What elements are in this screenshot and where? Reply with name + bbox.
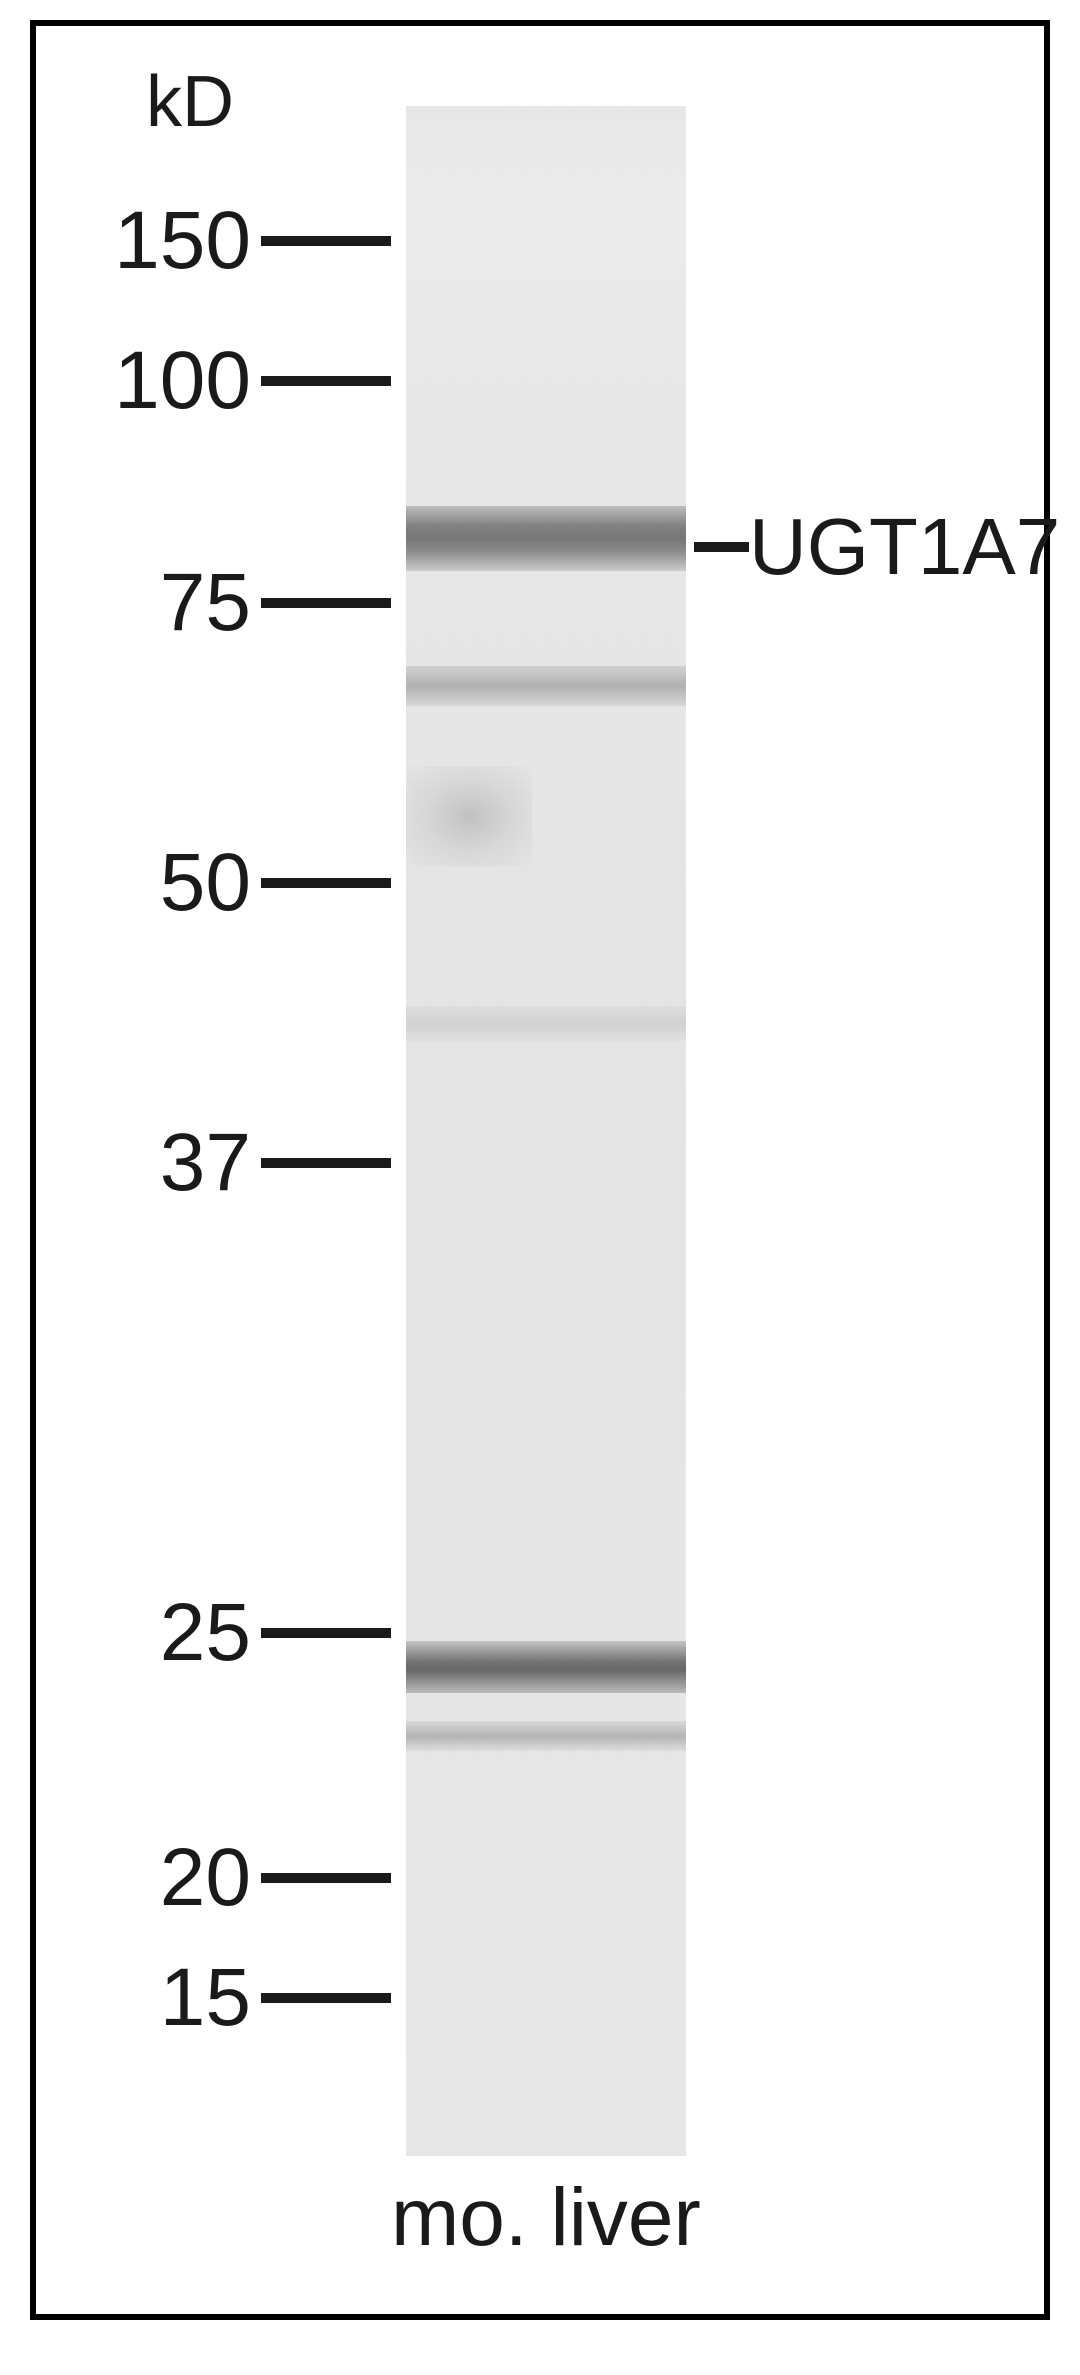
marker-tick-37: [261, 1158, 391, 1168]
marker-value-150: 150: [106, 194, 251, 288]
protein-label-group: UGT1A7: [694, 501, 1060, 593]
marker-value-15: 15: [106, 1951, 251, 2045]
marker-tick-50: [261, 878, 391, 888]
marker-row-75: 75: [106, 556, 391, 650]
marker-row-50: 50: [106, 836, 391, 930]
marker-value-37: 37: [106, 1116, 251, 1210]
band-ugt1a7-main: [406, 506, 686, 571]
band-smudge-48kd: [406, 766, 532, 866]
marker-row-100: 100: [106, 334, 391, 428]
marker-tick-20: [261, 1873, 391, 1883]
marker-tick-150: [261, 236, 391, 246]
marker-tick-100: [261, 376, 391, 386]
band-secondary-55kd: [406, 666, 686, 706]
gel-lane: [406, 106, 686, 2156]
marker-value-75: 75: [106, 556, 251, 650]
band-24kd: [406, 1641, 686, 1693]
marker-value-20: 20: [106, 1831, 251, 1925]
marker-value-25: 25: [106, 1586, 251, 1680]
sample-label: mo. liver: [391, 2171, 701, 2265]
unit-label: kD: [146, 61, 234, 143]
marker-row-37: 37: [106, 1116, 391, 1210]
marker-row-20: 20: [106, 1831, 391, 1925]
marker-value-100: 100: [106, 334, 251, 428]
lane-texture: [406, 106, 686, 2156]
protein-tick: [694, 542, 749, 552]
marker-row-150: 150: [106, 194, 391, 288]
marker-row-15: 15: [106, 1951, 391, 2045]
marker-tick-15: [261, 1993, 391, 2003]
western-blot-container: kD 150100755037252015 UGT1A7 mo. liver: [30, 20, 1050, 2320]
band-faint-40kd: [406, 1006, 686, 1041]
marker-tick-75: [261, 598, 391, 608]
marker-row-25: 25: [106, 1586, 391, 1680]
marker-tick-25: [261, 1628, 391, 1638]
band-22kd: [406, 1721, 686, 1751]
protein-label: UGT1A7: [749, 501, 1060, 593]
marker-value-50: 50: [106, 836, 251, 930]
